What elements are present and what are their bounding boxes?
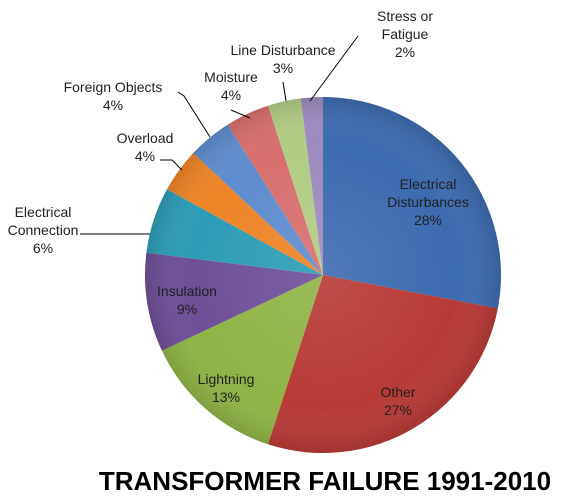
- slice-name-label: Other: [380, 384, 415, 400]
- slice-name-label: Electrical: [15, 204, 72, 220]
- slice-labels: Electrical Disturbances 28% Other 27% Lightni…: [8, 8, 469, 418]
- leader-line: [282, 81, 287, 102]
- slice-label: Electrical Disturbances 28%: [387, 176, 469, 228]
- slice-label: Overload 4%: [117, 130, 174, 164]
- slice-value-label: 4%: [103, 97, 123, 113]
- slice-label: Moisture 4%: [204, 69, 258, 103]
- slice-name-label: Overload: [117, 130, 174, 146]
- slice-value-label: 27%: [384, 402, 412, 418]
- slice-name-label: Electrical: [400, 176, 457, 192]
- slice-name-label: Line Disturbance: [230, 42, 335, 58]
- slice-name-label: Disturbances: [387, 194, 469, 210]
- leader-line: [230, 109, 251, 119]
- slice-value-label: 3%: [273, 60, 293, 76]
- slice-label: Lightning 13%: [198, 371, 255, 405]
- leader-line: [309, 35, 359, 102]
- slice-value-label: 28%: [414, 212, 442, 228]
- slice-name-label: Moisture: [204, 69, 258, 85]
- slice-label: Insulation 9%: [157, 283, 217, 317]
- slice-name-label: Foreign Objects: [64, 79, 163, 95]
- slice-name-label: Connection: [8, 222, 79, 238]
- slice-label: Line Disturbance 3%: [230, 42, 335, 76]
- slice-label: Stress or Fatigue 2%: [377, 8, 433, 60]
- slice-value-label: 9%: [177, 301, 197, 317]
- slice-label: Foreign Objects 4%: [64, 79, 163, 113]
- slice-value-label: 6%: [33, 240, 53, 256]
- slice-value-label: 2%: [395, 44, 415, 60]
- slice-value-label: 13%: [212, 389, 240, 405]
- slice-name-label: Fatigue: [382, 26, 429, 42]
- slice-name-label: Insulation: [157, 283, 217, 299]
- leader-line: [160, 159, 183, 171]
- slice-label: Electrical Connection 6%: [8, 204, 79, 256]
- leader-line: [177, 91, 211, 138]
- chart-title: TRANSFORMER FAILURE 1991-2010: [99, 466, 551, 496]
- slice-value-label: 4%: [135, 148, 155, 164]
- slice-name-label: Stress or: [377, 8, 433, 24]
- leader-lines: [80, 35, 359, 235]
- slice-label: Other 27%: [380, 384, 415, 418]
- slice-value-label: 4%: [221, 87, 241, 103]
- slice-name-label: Lightning: [198, 371, 255, 387]
- pie-slices: [144, 97, 502, 454]
